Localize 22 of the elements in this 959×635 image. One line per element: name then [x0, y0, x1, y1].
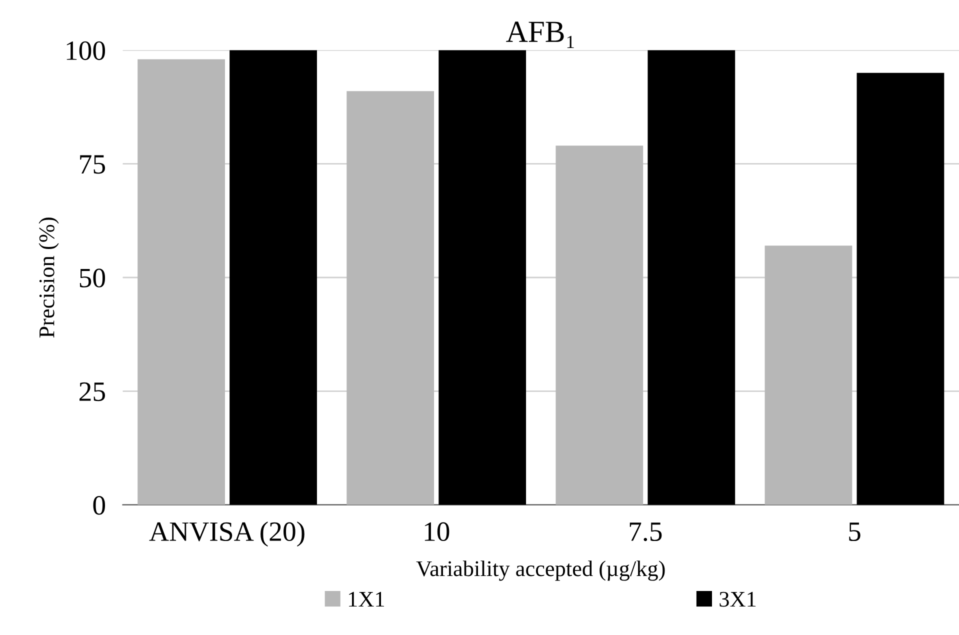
bar: [856, 72, 944, 505]
legend-label: 3X1: [720, 592, 756, 607]
bar: [556, 146, 644, 505]
chart-title: AFB₁: [506, 22, 574, 48]
x-tick-label: 7.5: [630, 522, 662, 542]
bar: [438, 50, 526, 505]
bar: [346, 91, 434, 505]
bar: [230, 50, 317, 505]
x-tick-label: 10: [424, 522, 450, 542]
bar: [138, 59, 225, 505]
y-tick-label: 25: [80, 382, 105, 402]
y-tick-label: 50: [80, 268, 106, 288]
bar: [764, 246, 852, 505]
y-tick-label: 75: [80, 155, 105, 174]
y-tick-label: 0: [93, 496, 106, 515]
x-tick-label: 5: [849, 522, 860, 542]
y-axis-title: Precision (%): [38, 218, 59, 338]
x-axis-title: Variability accepted (µg/kg): [416, 560, 665, 581]
bar: [648, 50, 736, 505]
y-tick-label: 100: [66, 41, 106, 60]
x-tick-label: ANVISA (20): [149, 521, 304, 547]
legend-label: 1X1: [349, 592, 384, 607]
